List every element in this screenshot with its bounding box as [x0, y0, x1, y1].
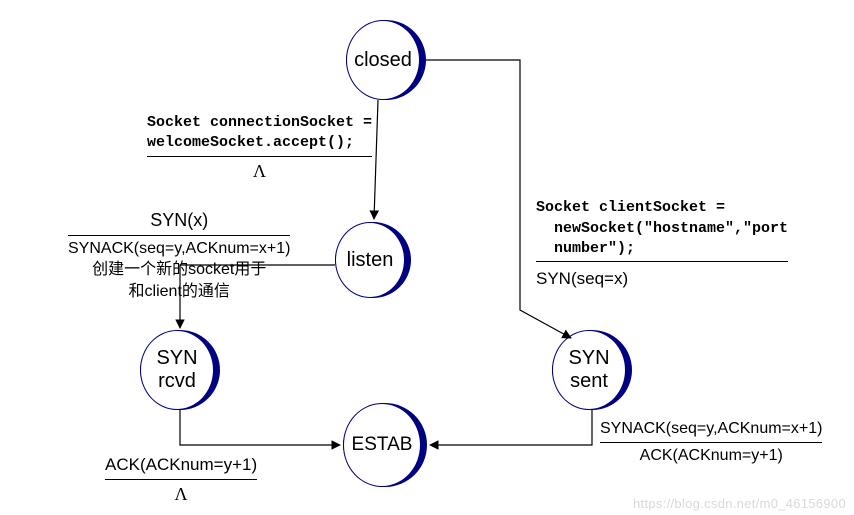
label-ack-left-text: ACK(ACKnum=y+1): [105, 455, 257, 474]
label-ack-left-lambda: Λ: [105, 482, 257, 506]
node-listen: listen: [335, 222, 411, 298]
label-ack-left: ACK(ACKnum=y+1) Λ: [105, 454, 257, 506]
node-synsent: SYN sent: [552, 330, 632, 410]
label-syn-seq-x: SYN(seq=x): [536, 264, 788, 291]
label-synack-right-top: SYNACK(seq=y,ACKnum=x+1): [600, 420, 822, 437]
label-syn-x: SYN(x): [150, 210, 208, 230]
node-closed-label: closed: [354, 49, 412, 72]
node-synrcvd: SYN rcvd: [140, 330, 220, 410]
edge-closed-listen: [374, 100, 378, 219]
node-estab: ESTAB: [343, 403, 427, 487]
node-synsent-label: SYN sent: [568, 347, 609, 393]
label-synack-left: SYN(x) SYNACK(seq=y,ACKnum=x+1) 创建一个新的so…: [68, 208, 290, 302]
edge-synrcvd-estab: [180, 410, 340, 445]
node-closed: closed: [346, 20, 426, 100]
label-client-line3: number");: [536, 240, 635, 257]
label-accept-line1: Socket connectionSocket =: [147, 113, 372, 133]
label-client-line1: Socket clientSocket =: [536, 199, 725, 216]
label-synack-right-bot: ACK(ACKnum=y+1): [600, 445, 822, 467]
node-synrcvd-label: SYN rcvd: [156, 347, 197, 393]
label-synack-right: SYNACK(seq=y,ACKnum=x+1) ACK(ACKnum=y+1): [600, 418, 822, 466]
node-estab-label: ESTAB: [352, 434, 413, 456]
label-client: Socket clientSocket = newSocket("hostnam…: [536, 178, 788, 291]
label-accept: Socket connectionSocket = welcomeSocket.…: [147, 113, 372, 183]
label-synack-cn2: 和client的通信: [68, 281, 290, 303]
label-synack-line: SYNACK(seq=y,ACKnum=x+1): [68, 238, 290, 260]
edge-synsent-estab: [430, 410, 592, 445]
label-accept-lambda: Λ: [147, 159, 372, 183]
label-accept-line2: welcomeSocket.accept();: [147, 133, 372, 153]
label-synack-cn1: 创建一个新的socket用于: [68, 259, 290, 281]
watermark: https://blog.csdn.net/m0_46156900: [633, 496, 846, 511]
label-client-line2: newSocket("hostname","port: [536, 220, 788, 237]
node-listen-label: listen: [347, 249, 394, 272]
